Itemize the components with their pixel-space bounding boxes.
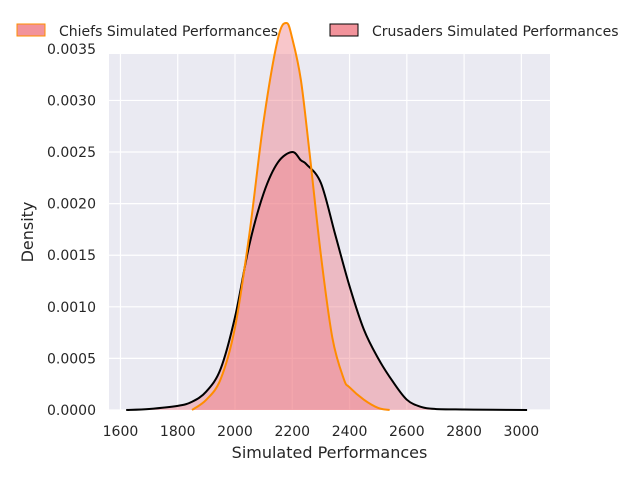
chiefs-density-line [191,22,390,411]
legend-label-crusaders: Crusaders Simulated Performances [372,24,618,40]
y-axis-label: Density [18,202,37,263]
series-group [126,22,528,411]
legend-label-chiefs: Chiefs Simulated Performances [59,24,278,40]
legend-swatch-crusaders [329,23,359,37]
x-axis-ticks: 1600 1800 2000 2200 2400 2600 2800 3000 [103,424,540,440]
x-tick-label: 3000 [504,424,540,440]
x-tick-label: 2200 [274,424,310,440]
plot-background [109,54,550,410]
y-axis-ticks: 0.0000 0.0005 0.0010 0.0015 0.0020 0.0025 0.00… [47,42,96,419]
y-tick-label: 0.0025 [47,145,96,161]
y-tick-label: 0.0035 [47,42,96,58]
y-tick-label: 0.0010 [47,300,96,316]
x-tick-label: 2800 [446,424,482,440]
x-tick-label: 2000 [217,424,253,440]
y-tick-label: 0.0015 [47,248,96,264]
y-tick-label: 0.0005 [47,351,96,367]
x-tick-label: 1800 [160,424,196,440]
y-tick-label: 0.0020 [47,197,96,213]
crusaders-density-area [126,152,528,410]
x-axis-label: Simulated Performances [232,443,428,462]
grid-lines [109,48,550,411]
chiefs-density-area [192,23,390,411]
y-tick-label: 0.0030 [47,93,96,109]
x-tick-label: 1600 [103,424,139,440]
legend: Chiefs Simulated Performances Crusaders … [16,23,618,40]
legend-swatch-chiefs [16,23,46,37]
x-tick-label: 2400 [332,424,368,440]
y-tick-label: 0.0000 [47,403,96,419]
x-tick-label: 2600 [389,424,425,440]
crusaders-density-line [126,151,528,411]
